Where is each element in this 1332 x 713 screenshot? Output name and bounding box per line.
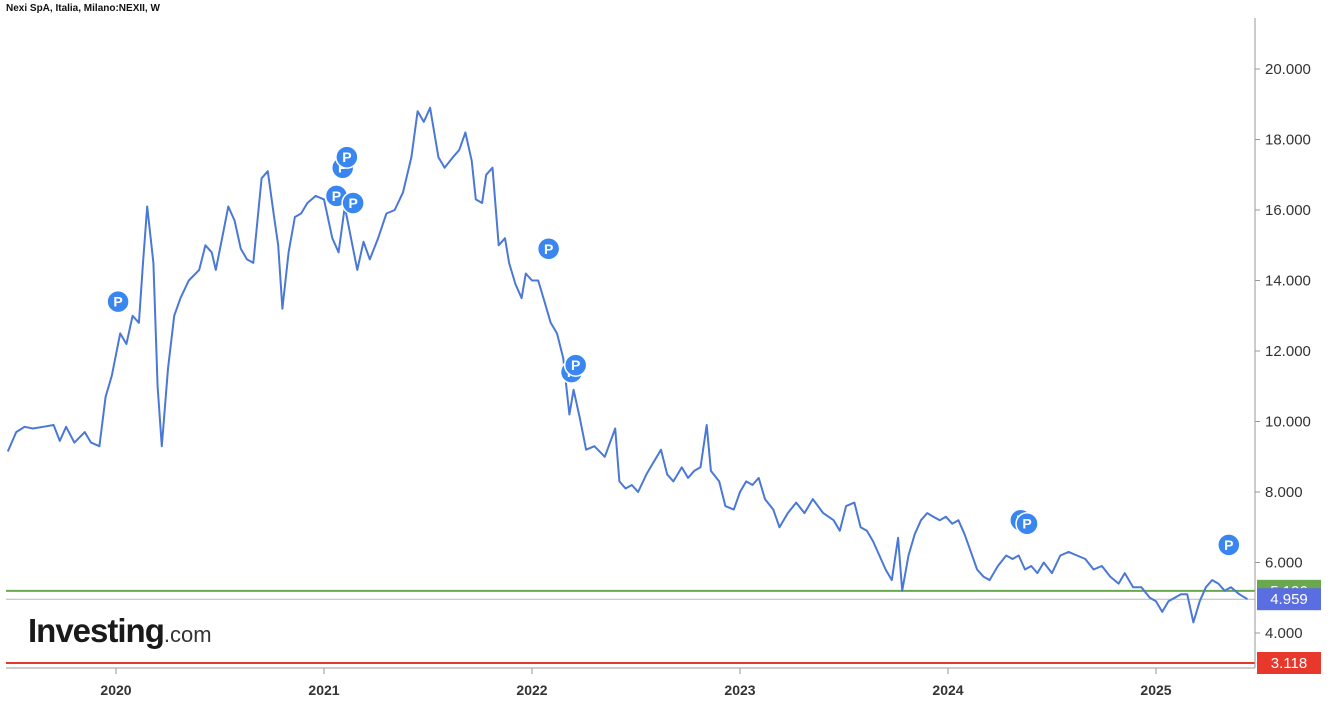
p-marker-circle: [563, 353, 588, 377]
p-marker-label: P: [544, 241, 553, 257]
p-marker-label: P: [1022, 516, 1031, 532]
p-marker: P: [536, 237, 561, 261]
p-marker: P: [1217, 533, 1241, 557]
p-marker: P: [563, 353, 588, 377]
p-marker-circle: [335, 145, 359, 169]
y-tick-label: 20.000: [1265, 61, 1311, 78]
markers-layer: PPPPPPPPPPP: [106, 145, 1241, 557]
y-tick-label: 12.000: [1265, 343, 1311, 360]
y-tick-label: 14.000: [1265, 273, 1311, 290]
p-marker-label: P: [332, 188, 341, 204]
y-axis-ticks: 4.000 6.000 8.000 10.000 12.000 14.000 16.000 1…: [1255, 61, 1311, 642]
price-badge-bg: [1257, 652, 1321, 674]
y-tick-label: 16.000: [1265, 202, 1311, 219]
price-badge-label: 3.118: [1271, 655, 1307, 672]
p-marker-circle: [1015, 511, 1039, 536]
p-marker-label: P: [348, 195, 357, 211]
y-tick-label: 18.000: [1265, 132, 1311, 149]
investing-logo: Investing.com: [28, 612, 212, 650]
logo-main: Investing: [28, 612, 165, 649]
p-marker-label: P: [113, 294, 122, 310]
p-marker: P: [1015, 511, 1039, 536]
x-tick-label: 2021: [308, 682, 339, 698]
p-marker: P: [106, 289, 130, 314]
x-tick-label: 2025: [1140, 682, 1171, 698]
p-marker-circle: [1217, 533, 1241, 557]
price-series-line: [6, 106, 1249, 624]
y-tick-label: 4.000: [1265, 625, 1303, 642]
x-axis-ticks: 2020 2021 2022 2023 2024 2025: [100, 668, 1172, 698]
p-marker: P: [341, 191, 365, 215]
p-marker-label: P: [571, 357, 580, 373]
price-badge-label: 4.959: [1270, 591, 1308, 608]
x-tick-label: 2022: [516, 682, 547, 698]
p-marker-circle: [536, 237, 561, 261]
price-badge-bg: [1257, 588, 1321, 611]
x-tick-label: 2024: [932, 682, 963, 698]
x-tick-label: 2020: [100, 682, 131, 698]
y-tick-label: 8.000: [1265, 484, 1303, 501]
p-marker-label: P: [1224, 537, 1233, 553]
p-marker-label: P: [342, 149, 351, 165]
y-tick-label: 6.000: [1265, 555, 1303, 572]
horizontal-lines-layer: [6, 589, 1255, 664]
p-marker-circle: [341, 191, 365, 215]
chart-title: Nexi SpA, Italia, Milano:NEXII, W: [6, 3, 160, 14]
x-tick-label: 2023: [724, 682, 755, 698]
logo-suffix: .com: [163, 622, 212, 647]
y-tick-label: 10.000: [1265, 414, 1311, 431]
p-marker-circle: [106, 289, 130, 314]
p-marker: P: [335, 145, 359, 169]
